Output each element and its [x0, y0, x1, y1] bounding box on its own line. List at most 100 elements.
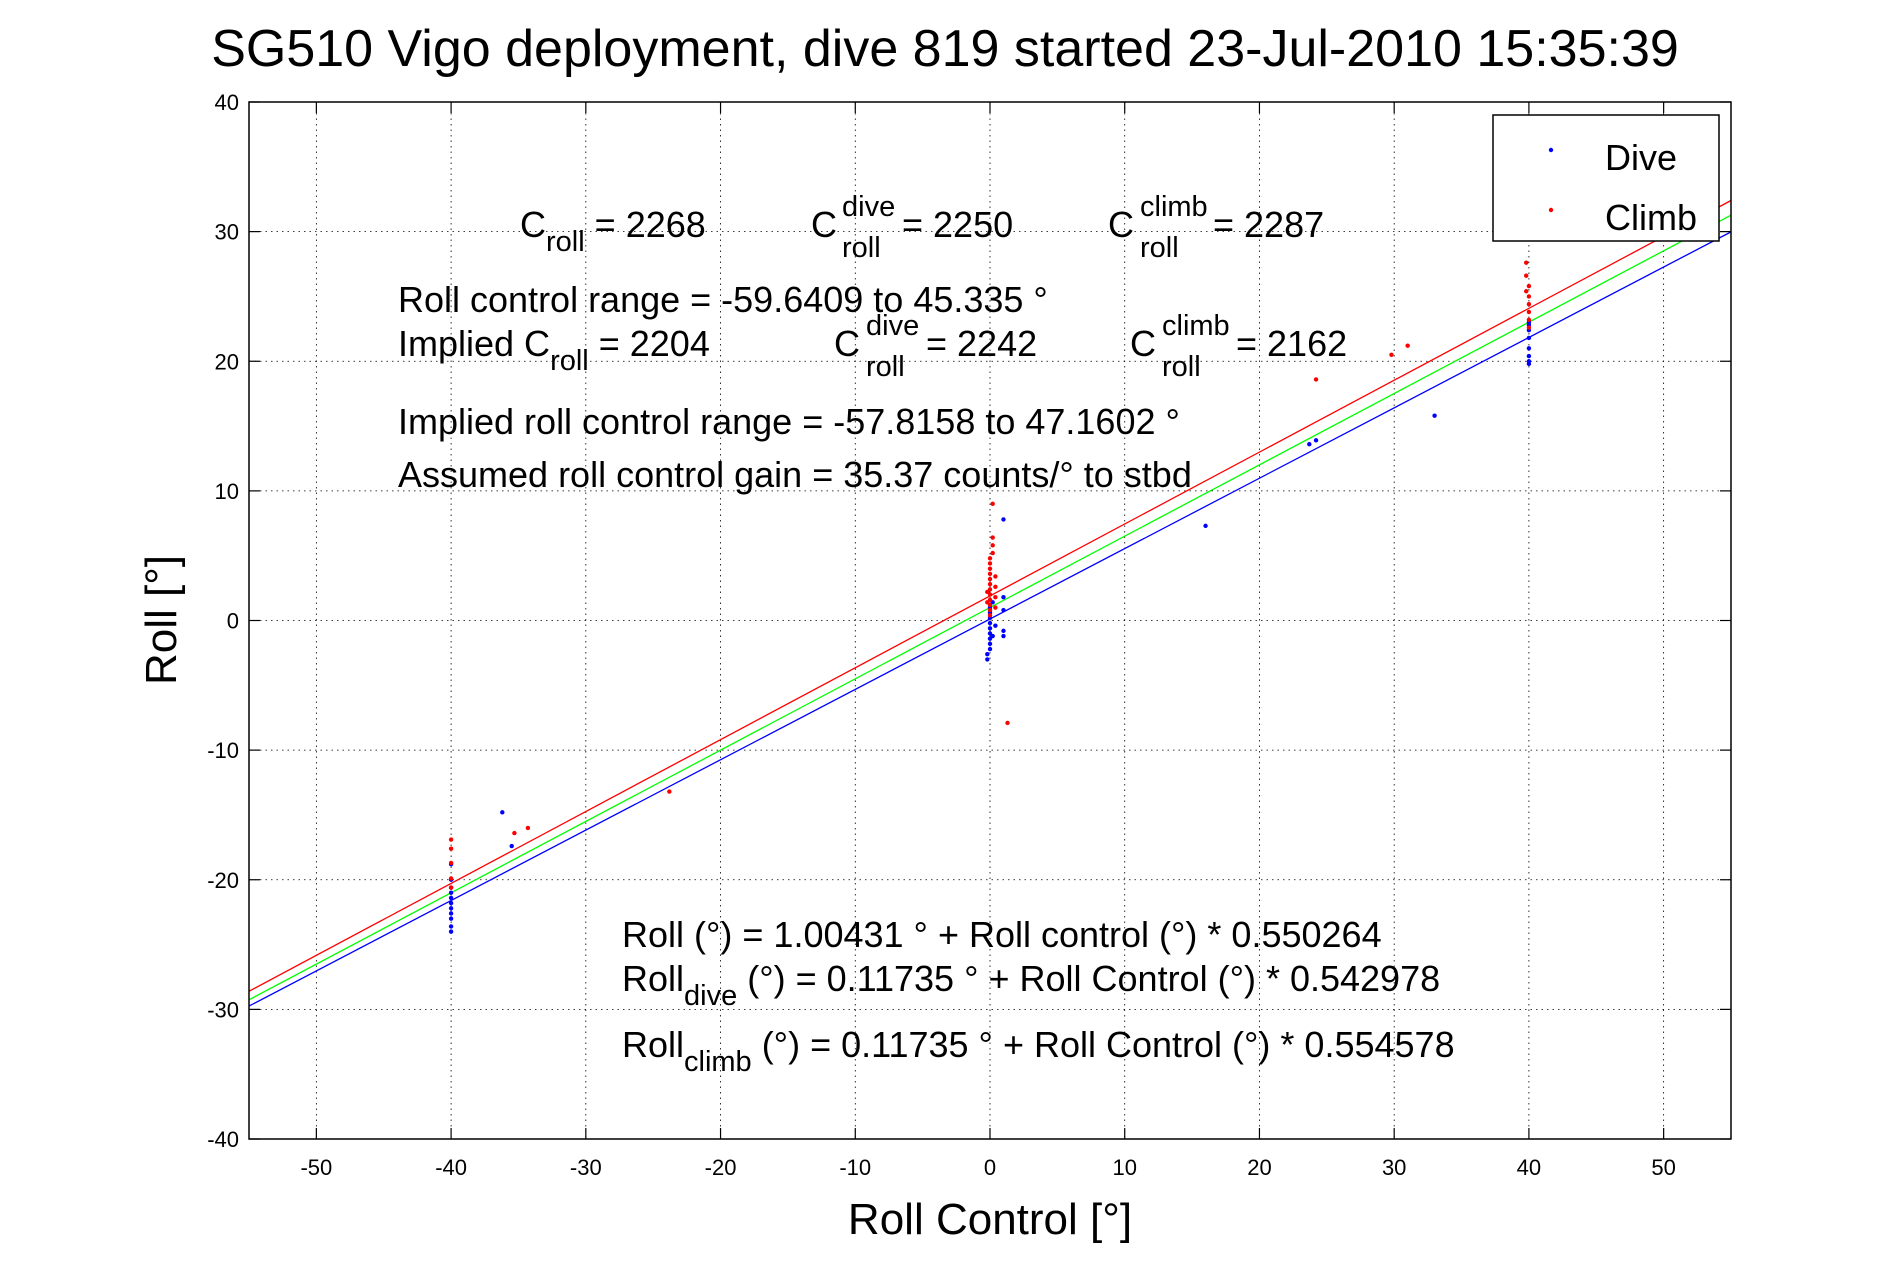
dive-data-point [1526, 346, 1532, 351]
implied-roll-control-range: Implied roll control range = -57.8158 to… [398, 401, 1180, 442]
dive-data-point [448, 916, 454, 921]
dive-data-point [500, 810, 505, 815]
implied-c-dive-subscript: roll [866, 351, 905, 383]
legend-box [1492, 114, 1720, 242]
dive-data-point [448, 890, 454, 895]
legend-marker-dive [1548, 147, 1554, 153]
chart-title: SG510 Vigo deployment, dive 819 started … [211, 20, 1679, 78]
implied-c-dive-value: = 2242 [926, 323, 1037, 364]
dive-data-point [985, 657, 990, 662]
dive-data-point [509, 843, 514, 849]
y-tick-label: -20 [207, 868, 239, 893]
x-tick-labels: -50 -40 -30 -20 -10 0 10 20 30 40 50 [300, 1155, 1675, 1180]
y-axis-label: Roll [°] [137, 555, 186, 685]
dive-data-point [987, 626, 993, 631]
climb-data-point [448, 837, 454, 842]
climb-data-point [987, 607, 993, 613]
x-tick-label: -10 [839, 1155, 871, 1180]
dive-data-point [448, 895, 454, 901]
dive-data-point [1001, 517, 1006, 522]
c-roll-annotation: Croll = 2268 [520, 204, 706, 258]
c-climb-superscript: climb [1140, 191, 1208, 223]
climb-data-point [987, 566, 993, 571]
fit-equation-all: Roll (°) = 1.00431 ° + Roll control (°) … [622, 914, 1382, 955]
implied-c-roll-climb-annotation: C climb roll = 2162 [1130, 310, 1347, 383]
x-tick-label: 20 [1247, 1155, 1271, 1180]
c-roll-dive-annotation: C dive roll = 2250 [811, 191, 1013, 264]
dive-data-point [1203, 523, 1208, 529]
climb-data-point [990, 550, 995, 556]
roll-control-gain: Assumed roll control gain = 35.37 counts… [398, 454, 1192, 495]
x-tick-label: -30 [570, 1155, 602, 1180]
c-climb-value: = 2287 [1213, 204, 1324, 245]
y-tick-labels: -40 -30 -20 -10 0 10 20 30 40 [207, 90, 239, 1152]
c-dive-superscript: dive [842, 191, 895, 223]
dive-data-point [448, 906, 454, 911]
y-tick-label: 20 [215, 349, 239, 374]
fit-equation-climb: Rollclimb (°) = 0.11735 ° + Roll Control… [622, 1024, 1455, 1078]
climb-data-point [448, 860, 454, 866]
climb-data-point [987, 571, 993, 577]
dive-data-point [448, 900, 454, 906]
implied-c-climb-symbol: C [1130, 323, 1156, 364]
climb-data-point [993, 594, 998, 600]
dive-data-point [987, 620, 993, 626]
c-climb-symbol: C [1108, 204, 1134, 245]
climb-data-point [987, 582, 993, 587]
climb-data-point [985, 589, 990, 595]
climb-data-point [1313, 377, 1319, 382]
climb-data-point [993, 574, 998, 579]
climb-data-point [985, 600, 990, 605]
data-points [448, 260, 1532, 934]
implied-c-dive-symbol: C [834, 323, 860, 364]
climb-data-point [448, 876, 454, 881]
y-tick-label: 30 [215, 220, 239, 245]
implied-c-roll-annotation: Implied Croll = 2204 [398, 323, 710, 377]
dive-data-point [990, 633, 995, 639]
x-tick-label: 30 [1382, 1155, 1406, 1180]
dive-data-point [1001, 594, 1006, 600]
climb-data-point [990, 543, 995, 548]
grid-lines [249, 101, 1731, 1140]
climb-data-point [448, 846, 454, 851]
climb-data-point [987, 576, 993, 582]
dive-data-point [1526, 335, 1532, 341]
dive-data-point [448, 929, 454, 934]
roll-control-range: Roll control range = -59.6409 to 45.335 … [398, 279, 1048, 320]
climb-data-point [1524, 289, 1529, 294]
climb-data-point [1526, 317, 1532, 322]
x-tick-label: 0 [984, 1155, 996, 1180]
x-tick-label: -50 [300, 1155, 332, 1180]
climb-data-point [1524, 260, 1529, 265]
climb-data-point [512, 830, 517, 836]
climb-data-point [1526, 302, 1532, 307]
fit-equation-dive: Rolldive (°) = 0.11735 ° + Roll Control … [622, 958, 1440, 1012]
y-tick-label: 40 [215, 90, 239, 115]
legend-label-dive: Dive [1605, 137, 1677, 178]
dive-data-point [1001, 607, 1006, 613]
implied-c-roll-dive-annotation: C dive roll = 2242 [834, 310, 1037, 383]
climb-data-point [1524, 273, 1529, 278]
implied-c-climb-superscript: climb [1162, 310, 1230, 342]
climb-data-point [987, 613, 993, 618]
climb-data-point [1526, 283, 1532, 289]
implied-c-climb-value: = 2162 [1236, 323, 1347, 364]
climb-data-point [993, 584, 998, 589]
c-dive-subscript: roll [842, 232, 881, 264]
y-tick-label: -40 [207, 1127, 239, 1152]
legend-marker-climb [1548, 207, 1554, 213]
c-dive-symbol: C [811, 204, 837, 245]
dive-data-point [993, 623, 998, 628]
climb-data-point [987, 561, 993, 566]
dive-data-point [1001, 628, 1006, 634]
y-tick-label: 0 [227, 609, 239, 634]
climb-data-point [1405, 343, 1410, 348]
climb-data-point [525, 825, 531, 831]
dive-data-point [448, 924, 454, 929]
climb-data-point [1526, 294, 1532, 299]
c-climb-subscript: roll [1140, 232, 1179, 264]
dive-data-point [1526, 353, 1532, 359]
x-axis-label: Roll Control [°] [848, 1195, 1132, 1244]
dive-data-point [1001, 633, 1006, 639]
